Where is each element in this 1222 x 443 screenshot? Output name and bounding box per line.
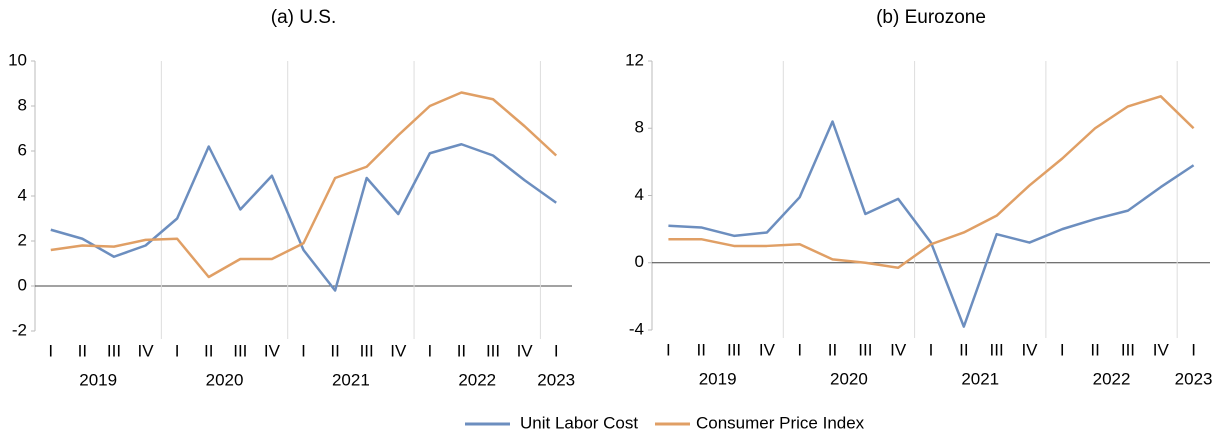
- x-tick-label: II: [457, 341, 466, 360]
- x-tick-label: III: [360, 341, 374, 360]
- series-line: [668, 95, 1195, 270]
- year-label: 2023: [537, 370, 575, 389]
- x-tick-label: III: [990, 340, 1004, 359]
- chart-title: (b) Eurozone: [876, 7, 986, 28]
- legend-label: Consumer Price Index: [696, 413, 865, 432]
- y-tick-label: 4: [18, 185, 27, 204]
- x-tick-label: III: [233, 341, 247, 360]
- year-label: 2019: [699, 369, 737, 388]
- legend-label: Unit Labor Cost: [520, 413, 638, 432]
- y-tick-label: 4: [635, 185, 644, 204]
- y-tick-label: 2: [18, 230, 27, 249]
- x-tick-label: I: [554, 341, 559, 360]
- x-tick-label: III: [858, 340, 872, 359]
- x-tick-label: IV: [264, 341, 281, 360]
- x-tick-label: I: [797, 340, 802, 359]
- y-tick-label: 10: [8, 50, 27, 69]
- x-tick-label: I: [301, 341, 306, 360]
- x-tick-label: II: [78, 341, 87, 360]
- x-tick-label: II: [697, 340, 706, 359]
- x-tick-label: IV: [1021, 340, 1038, 359]
- year-label: 2023: [1175, 369, 1213, 388]
- x-tick-label: II: [828, 340, 837, 359]
- x-tick-label: I: [48, 341, 53, 360]
- series-line: [50, 143, 557, 292]
- x-tick-label: II: [1090, 340, 1099, 359]
- x-tick-label: I: [1060, 340, 1065, 359]
- x-tick-label: IV: [890, 340, 907, 359]
- x-tick-label: I: [427, 341, 432, 360]
- chart-title: (a) U.S.: [271, 7, 336, 28]
- x-tick-label: IV: [759, 340, 776, 359]
- x-tick-label: III: [107, 341, 121, 360]
- y-tick-label: -4: [629, 319, 644, 338]
- y-tick-label: -2: [12, 320, 27, 339]
- x-tick-label: I: [175, 341, 180, 360]
- x-tick-label: I: [929, 340, 934, 359]
- year-label: 2022: [458, 370, 496, 389]
- x-tick-label: III: [1121, 340, 1135, 359]
- x-tick-label: II: [204, 341, 213, 360]
- year-label: 2020: [206, 370, 244, 389]
- year-label: 2022: [1093, 369, 1131, 388]
- year-label: 2021: [332, 370, 370, 389]
- x-tick-label: II: [330, 341, 339, 360]
- x-tick-label: I: [666, 340, 671, 359]
- x-tick-label: I: [1191, 340, 1196, 359]
- x-tick-label: III: [727, 340, 741, 359]
- year-label: 2019: [79, 370, 117, 389]
- y-tick-label: 8: [635, 118, 644, 137]
- x-tick-label: IV: [138, 341, 155, 360]
- x-tick-label: IV: [517, 341, 534, 360]
- series-line: [668, 120, 1195, 328]
- y-tick-label: 0: [635, 252, 644, 271]
- y-tick-label: 12: [625, 50, 644, 69]
- x-tick-label: IV: [390, 341, 407, 360]
- y-tick-label: 6: [18, 140, 27, 159]
- y-tick-label: 8: [18, 95, 27, 114]
- series-line: [50, 91, 558, 279]
- year-label: 2021: [961, 369, 999, 388]
- y-tick-label: 0: [18, 275, 27, 294]
- x-tick-label: III: [486, 341, 500, 360]
- year-label: 2020: [830, 369, 868, 388]
- x-tick-label: IV: [1153, 340, 1170, 359]
- x-tick-label: II: [959, 340, 968, 359]
